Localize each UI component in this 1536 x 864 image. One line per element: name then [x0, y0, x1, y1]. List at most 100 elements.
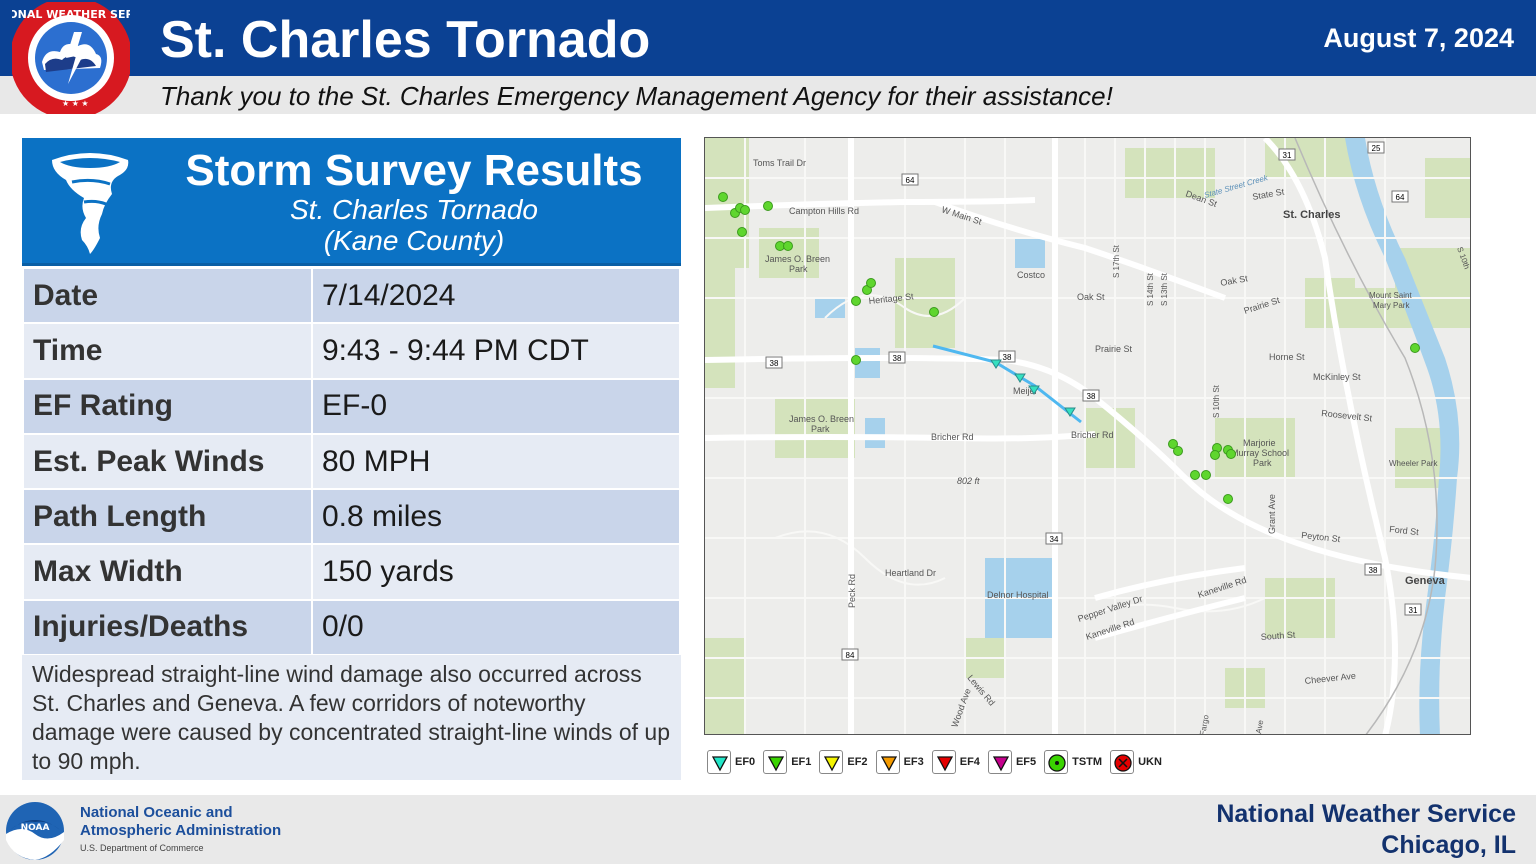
map-label: Roosevelt St — [1321, 408, 1373, 423]
map-label: Wood Ave — [949, 687, 972, 729]
map-label: James O. Breen — [789, 414, 854, 424]
legend-item-ukn: UKN — [1110, 750, 1162, 774]
map-label: Geneva — [1405, 575, 1446, 587]
damage-point — [1223, 494, 1233, 504]
map-label: Heritage St — [868, 291, 914, 306]
ef0-marker — [1014, 373, 1026, 383]
damage-map[interactable]: Toms Trail Dr Campton Hills Rd W Main St… — [704, 137, 1471, 735]
table-row: Date 7/14/2024 — [22, 266, 681, 325]
ef0-marker — [1028, 385, 1040, 395]
legend-item-ef0: EF0 — [707, 750, 755, 774]
page-title: St. Charles Tornado — [160, 11, 651, 69]
map-label: 802 ft — [957, 476, 980, 486]
ef0-marker — [990, 359, 1002, 369]
damage-point — [929, 307, 939, 317]
damage-point — [1168, 439, 1178, 449]
nws-logo-icon: NATIONAL WEATHER SERVICE ★ ★ ★ — [12, 2, 130, 114]
map-label: Delnor Hospital — [987, 590, 1049, 600]
map-label: St. Charles — [1283, 209, 1340, 221]
survey-county: (Kane County) — [323, 225, 505, 256]
row-label: EF Rating — [22, 377, 313, 435]
map-label: Mount Saint — [1369, 291, 1412, 300]
legend-item-ef5: EF5 — [987, 750, 1036, 774]
map-label: S 14th St — [1146, 272, 1155, 306]
subtitle-bar — [0, 76, 1536, 114]
damage-point — [737, 227, 747, 237]
map-label: Park — [1253, 458, 1272, 468]
damage-point — [866, 278, 876, 288]
table-row: Est. Peak Winds 80 MPH — [22, 432, 681, 491]
noaa-name-line2: Atmospheric Administration — [80, 822, 282, 839]
row-label: Time — [22, 322, 313, 380]
damage-point — [1173, 446, 1183, 456]
map-railroad — [1294, 138, 1438, 734]
route-shield: 84 — [846, 651, 855, 660]
map-label: Mary Park — [1373, 301, 1410, 310]
logo-arc-text: NATIONAL WEATHER SERVICE — [12, 8, 130, 21]
ef0-markers — [990, 359, 1076, 417]
table-row: Time 9:43 - 9:44 PM CDT — [22, 322, 681, 380]
map-label: Ave — [1254, 719, 1265, 735]
table-row: EF Rating EF-0 — [22, 377, 681, 435]
ef5-triangle-icon — [992, 756, 1010, 772]
damage-point — [851, 355, 861, 365]
ef2-triangle-icon — [824, 756, 841, 772]
ef0-triangle-icon — [711, 756, 729, 772]
survey-title: Storm Survey Results — [185, 146, 643, 195]
survey-header: Storm Survey Results St. Charles Tornado… — [22, 138, 681, 266]
ef3-triangle-icon — [880, 756, 897, 772]
damage-points — [718, 192, 1420, 504]
noaa-department: U.S. Department of Commerce — [80, 843, 204, 853]
map-label: Costco — [1017, 270, 1045, 280]
route-shield: 31 — [1283, 151, 1292, 160]
row-value: 0.8 miles — [311, 488, 681, 546]
nws-office-location: Chicago, IL — [1381, 831, 1516, 859]
map-label: Cheever Ave — [1304, 671, 1356, 686]
map-canvas: Toms Trail Dr Campton Hills Rd W Main St… — [705, 138, 1470, 735]
legend-item-tstm: TSTM — [1044, 750, 1102, 774]
legend-item-ef1: EF1 — [763, 750, 811, 774]
route-shield: 38 — [770, 359, 779, 368]
map-label: Fargo — [1198, 714, 1211, 735]
legend-item-ef4: EF4 — [931, 750, 980, 774]
table-row: Max Width 150 yards — [22, 543, 681, 601]
table-row: Path Length 0.8 miles — [22, 488, 681, 546]
map-label: Oak St — [1077, 292, 1105, 302]
damage-point — [1210, 450, 1220, 460]
route-shield: 64 — [906, 176, 915, 185]
survey-subtitle: St. Charles Tornado (Kane County) — [164, 194, 664, 256]
row-value: 7/14/2024 — [311, 266, 681, 325]
map-label: South St — [1260, 630, 1296, 642]
route-shield: 31 — [1409, 606, 1418, 615]
noaa-logo-text: NOAA — [21, 823, 50, 833]
damage-point — [783, 241, 793, 251]
survey-event-name: St. Charles Tornado — [290, 194, 538, 225]
ukn-x-icon — [1114, 754, 1132, 772]
row-label: Date — [22, 266, 313, 325]
map-label: Grant Ave — [1267, 494, 1277, 534]
row-label: Est. Peak Winds — [22, 432, 313, 491]
map-label: Park — [789, 264, 808, 274]
survey-note: Widespread straight-line wind damage als… — [22, 655, 681, 780]
damage-point — [1190, 470, 1200, 480]
header-bar — [0, 0, 1536, 76]
map-label: S 13th St — [1160, 272, 1169, 306]
damage-point — [1410, 343, 1420, 353]
route-shield: 38 — [1003, 353, 1012, 362]
tstm-dot-icon — [1048, 754, 1066, 772]
damage-point — [718, 192, 728, 202]
map-label: Heartland Dr — [885, 568, 936, 578]
map-labels: Toms Trail Dr Campton Hills Rd W Main St… — [753, 158, 1470, 735]
map-label: Oak St — [1220, 273, 1249, 288]
svg-text:★ ★ ★: ★ ★ ★ — [62, 99, 89, 108]
row-label: Path Length — [22, 488, 313, 546]
damage-point — [1201, 470, 1211, 480]
map-label: Campton Hills Rd — [789, 206, 859, 216]
map-label: Meijer — [1013, 386, 1038, 396]
row-label: Injuries/Deaths — [22, 598, 313, 657]
map-label: McKinley St — [1313, 372, 1361, 382]
map-label: W Main St — [940, 204, 983, 226]
nws-office-name: National Weather Service — [1216, 800, 1516, 828]
footer-bar — [0, 795, 1536, 864]
noaa-name-line1: National Oceanic and — [80, 804, 233, 821]
